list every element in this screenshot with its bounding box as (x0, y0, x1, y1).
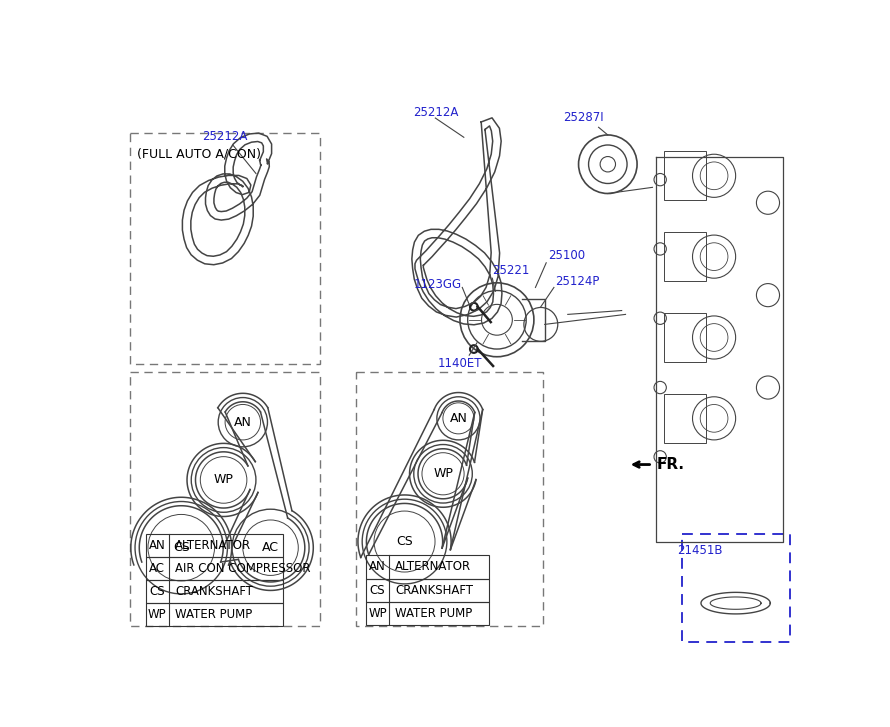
Text: AN: AN (369, 561, 386, 574)
Text: ALTERNATOR: ALTERNATOR (175, 539, 251, 552)
Text: AN: AN (149, 539, 166, 552)
Text: 1140ET: 1140ET (438, 357, 482, 370)
Text: 25100: 25100 (547, 249, 585, 262)
Text: WATER PUMP: WATER PUMP (395, 606, 473, 619)
Text: WATER PUMP: WATER PUMP (175, 608, 253, 621)
Text: FR.: FR. (656, 457, 684, 472)
Text: 25124P: 25124P (555, 275, 600, 288)
Text: 25287I: 25287I (562, 111, 603, 124)
Text: 25212A: 25212A (202, 129, 247, 142)
Bar (664, 313, 707, 362)
Text: CS: CS (369, 584, 385, 597)
Text: WP: WP (214, 473, 233, 486)
Text: WP: WP (433, 467, 453, 481)
Text: CRANKSHAFT: CRANKSHAFT (395, 584, 473, 597)
Text: ALTERNATOR: ALTERNATOR (395, 561, 472, 574)
Bar (664, 394, 707, 443)
Text: WP: WP (148, 608, 166, 621)
Text: (FULL AUTO A/CON): (FULL AUTO A/CON) (136, 148, 261, 160)
Text: 21451B: 21451B (677, 544, 723, 557)
Bar (664, 232, 707, 281)
Text: CS: CS (396, 535, 413, 548)
Text: AC: AC (262, 541, 279, 554)
Text: 25212A: 25212A (413, 106, 458, 119)
Text: AN: AN (234, 416, 252, 429)
Text: CS: CS (150, 585, 166, 598)
Text: WP: WP (368, 606, 387, 619)
Text: AN: AN (449, 411, 467, 425)
Text: AIR CON COMPRESSOR: AIR CON COMPRESSOR (175, 562, 311, 575)
Text: AC: AC (150, 562, 166, 575)
Text: CRANKSHAFT: CRANKSHAFT (175, 585, 253, 598)
Text: CS: CS (173, 541, 190, 554)
Text: 1123GG: 1123GG (413, 278, 462, 291)
Text: 25221: 25221 (492, 264, 530, 277)
Bar (664, 151, 707, 201)
